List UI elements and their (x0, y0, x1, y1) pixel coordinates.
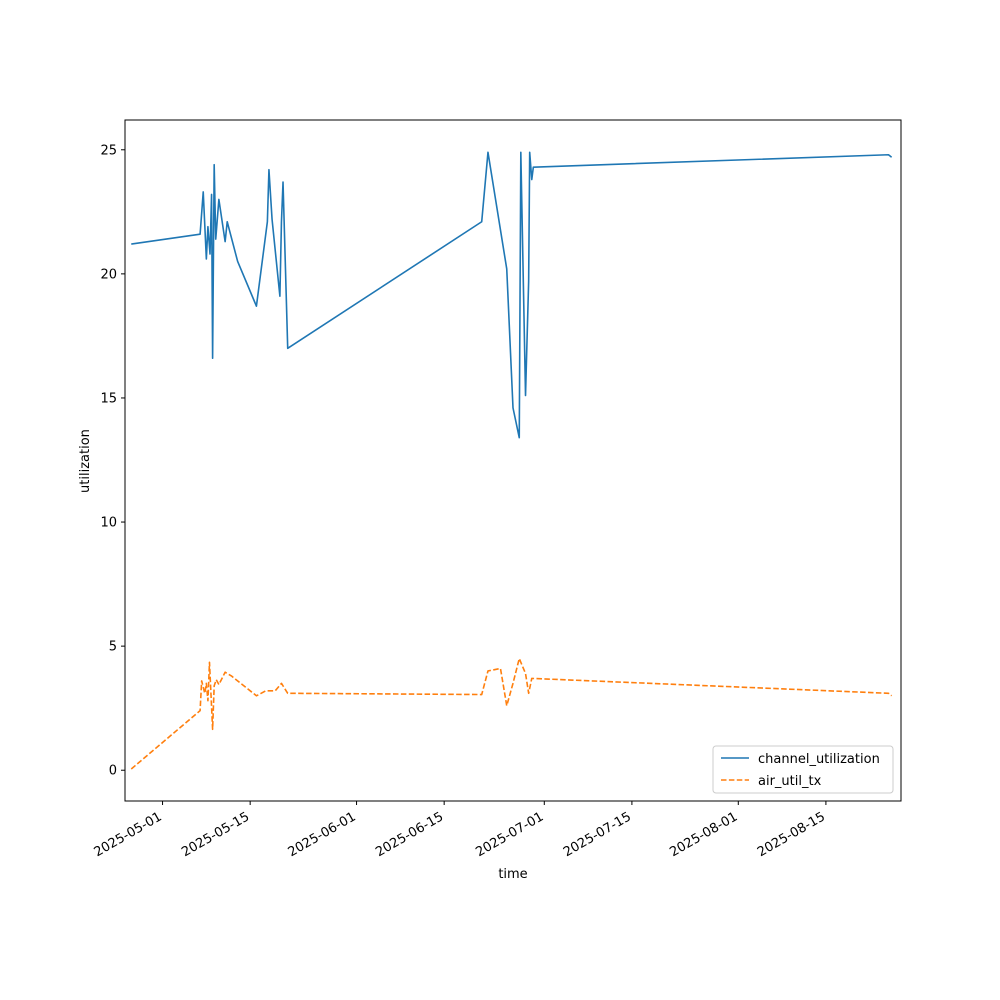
y-axis-label: utilization (78, 429, 93, 493)
plot-area (125, 120, 901, 801)
y-tick-label: 5 (109, 640, 117, 655)
legend-label-air-util-tx: air_util_tx (758, 774, 822, 789)
legend-box (712, 745, 894, 794)
series-line-air-util-tx (130, 657, 893, 770)
plot-frame (124, 119, 902, 802)
y-tick-label: 10 (100, 516, 117, 531)
legend-label-channel-utilization: channel_utilization (758, 752, 880, 767)
legend: channel_utilization air_util_tx (712, 745, 894, 794)
y-axis: 0 5 10 15 20 25 (100, 143, 125, 779)
y-tick-label: 15 (100, 391, 117, 406)
y-tick-label: 0 (109, 764, 117, 779)
y-tick-label: 20 (100, 267, 117, 282)
y-tick-label: 25 (100, 143, 117, 158)
series-line-channel-utilization (131, 151, 893, 439)
x-axis-label: time (498, 867, 527, 882)
series-layer (130, 151, 893, 770)
